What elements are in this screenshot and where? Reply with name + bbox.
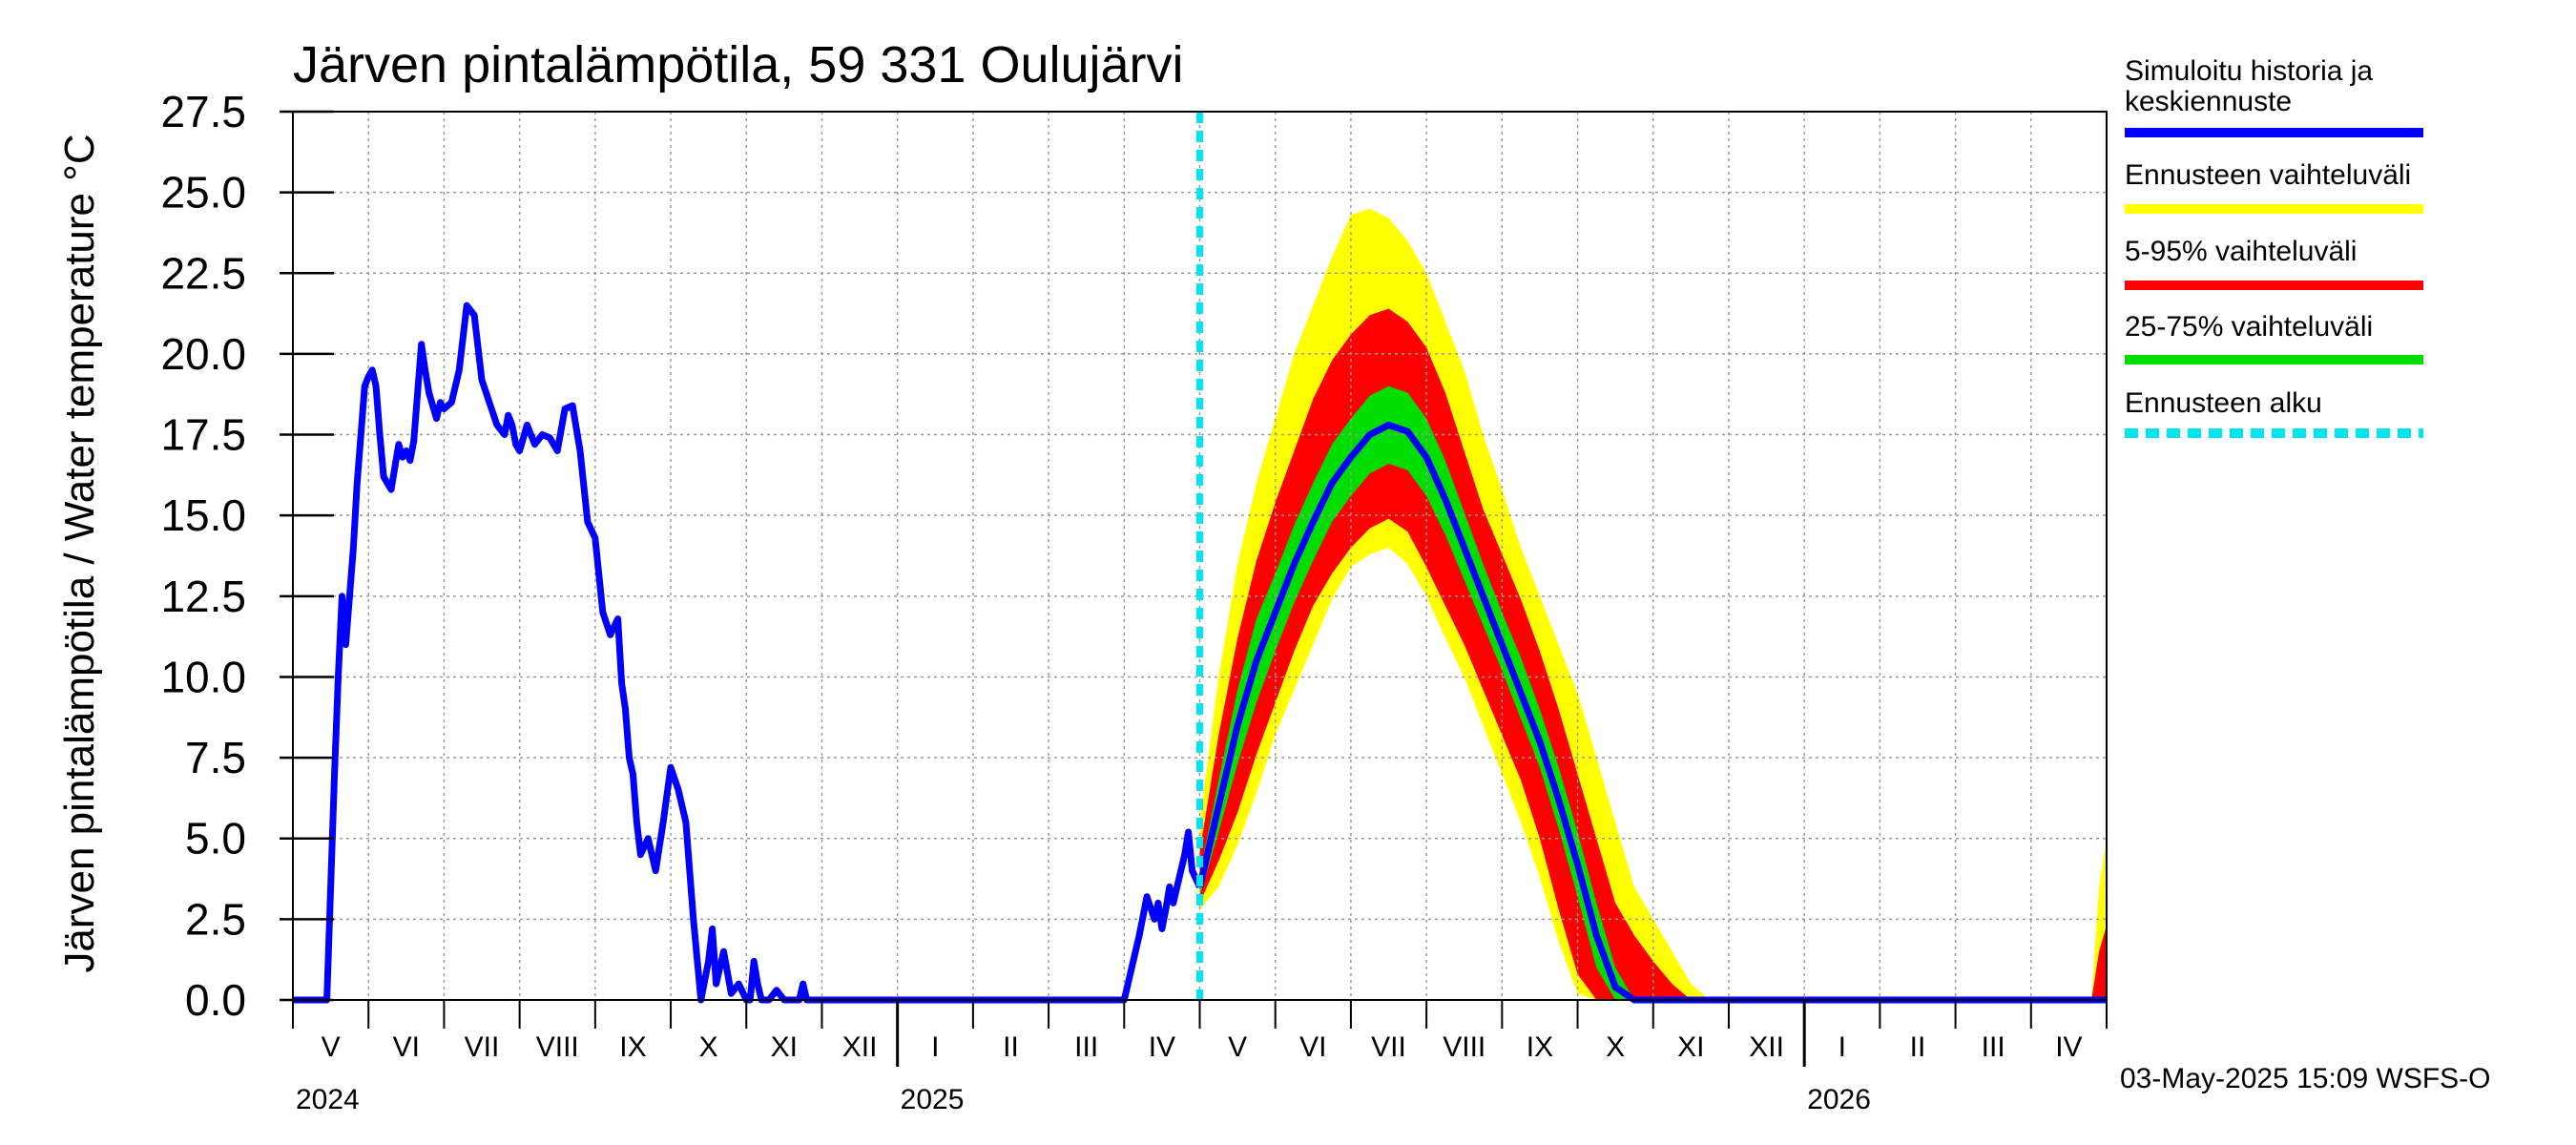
- y-tick-labels: 0.0 2.5 5.0 7.5 10.0 12.5 15.0 17.5 20.0 22.5 25.0…: [160, 87, 246, 1025]
- legend-label: Ennusteen alku: [2125, 387, 2322, 419]
- month-label: II: [1003, 1031, 1019, 1063]
- y-tick-label: 27.5: [160, 87, 246, 136]
- y-tick-label: 20.0: [160, 329, 246, 379]
- y-tick-label: 0.0: [185, 975, 246, 1025]
- band-5-95-end: [2091, 926, 2107, 1000]
- month-label: XI: [771, 1031, 798, 1063]
- axes: [280, 110, 2108, 1067]
- month-label: IV: [2055, 1031, 2082, 1063]
- chart-title: Järven pintalämpötila, 59 331 Oulujärvi: [293, 36, 1184, 94]
- month-label: I: [931, 1031, 939, 1063]
- footer-timestamp: 03-May-2025 15:09 WSFS-O: [2120, 1063, 2491, 1094]
- legend-label: 25-75% vaihteluväli: [2125, 311, 2373, 343]
- y-tick-label: 25.0: [160, 168, 246, 218]
- year-label: 2024: [296, 1084, 360, 1115]
- month-label: VIII: [536, 1031, 579, 1063]
- y-tick-label: 7.5: [185, 733, 246, 782]
- legend-label-line2: keskiennuste: [2125, 86, 2292, 117]
- month-label: VIII: [1443, 1031, 1485, 1063]
- month-label: XI: [1677, 1031, 1704, 1063]
- month-label: VII: [1371, 1031, 1406, 1063]
- grid: [293, 111, 2107, 1001]
- month-label: X: [699, 1031, 718, 1063]
- month-label: IV: [1149, 1031, 1175, 1063]
- y-axis-label: Järven pintalämpötila / Water temperatur…: [56, 134, 103, 972]
- month-label: IX: [1527, 1031, 1553, 1063]
- legend-label: Ennusteen vaihteluväli: [2125, 159, 2411, 191]
- month-label: I: [1839, 1031, 1846, 1063]
- y-tick-label: 17.5: [160, 410, 246, 460]
- month-label: V: [1228, 1031, 1247, 1063]
- y-tick-label: 5.0: [185, 814, 246, 864]
- year-label: 2026: [1807, 1084, 1871, 1115]
- month-label: III: [1074, 1031, 1098, 1063]
- data-lines: [293, 112, 2107, 1004]
- month-label: V: [322, 1031, 341, 1063]
- month-label: III: [1982, 1031, 2005, 1063]
- month-label: VI: [1299, 1031, 1326, 1063]
- legend-label: Simuloitu historia ja: [2125, 55, 2373, 87]
- month-label: XII: [842, 1031, 878, 1063]
- month-label: XII: [1749, 1031, 1784, 1063]
- month-labels: V VI VII VIII IX X XI XII I II III IV V VI VII VIII IX X X…: [322, 1031, 2083, 1063]
- y-tick-label: 15.0: [160, 490, 246, 540]
- month-label: X: [1606, 1031, 1625, 1063]
- y-tick-label: 12.5: [160, 572, 246, 621]
- year-labels: 2024 2025 2026: [296, 1084, 1871, 1115]
- month-label: VI: [393, 1031, 420, 1063]
- month-label: VII: [465, 1031, 500, 1063]
- legend-label: 5-95% vaihteluväli: [2125, 236, 2357, 267]
- y-tick-label: 22.5: [160, 248, 246, 298]
- month-label: II: [1910, 1031, 1926, 1063]
- year-label: 2025: [901, 1084, 965, 1115]
- y-tick-label: 2.5: [185, 894, 246, 944]
- month-label: IX: [619, 1031, 646, 1063]
- y-tick-label: 10.0: [160, 652, 246, 701]
